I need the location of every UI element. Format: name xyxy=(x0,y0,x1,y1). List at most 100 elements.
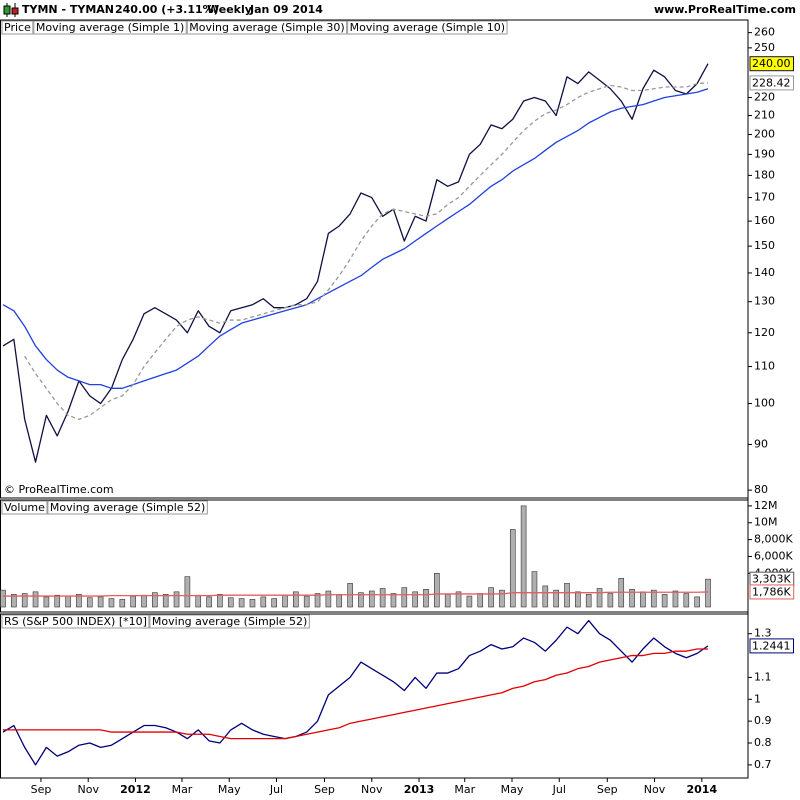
y-tick-label: 120 xyxy=(754,326,775,339)
volume-bar xyxy=(596,588,603,608)
last-value-label: 1,786K xyxy=(752,585,791,598)
last-value-box: 1,786K xyxy=(749,584,795,600)
x-tick-label: May xyxy=(218,783,241,796)
volume-bar xyxy=(65,595,71,608)
y-tick-label: 140 xyxy=(754,266,775,279)
legend-text: Moving average (Simple 1) xyxy=(36,21,184,34)
volume-bar xyxy=(401,587,408,608)
legend-box xyxy=(1,500,48,515)
volume-bar xyxy=(108,598,115,608)
legend-text: Moving average (Simple 10) xyxy=(350,21,505,34)
volume-bar xyxy=(650,589,657,608)
x-tick-label: Mar xyxy=(454,783,475,796)
y-tick-label: 80 xyxy=(754,483,768,496)
y-tick-label: 1.3 xyxy=(754,627,772,640)
volume-bar xyxy=(97,596,104,608)
volume-bar xyxy=(423,589,429,608)
series-line xyxy=(3,648,708,740)
x-tick-label: 2013 xyxy=(404,783,435,796)
icon-candle xyxy=(3,5,11,15)
x-tick-label: Sep xyxy=(597,783,618,796)
copyright: © ProRealTime.com xyxy=(4,483,114,496)
date: Jan 09 2014 xyxy=(249,3,323,16)
volume-bar xyxy=(173,591,180,608)
x-tick-label: Sep xyxy=(31,783,52,796)
last-value-bg xyxy=(749,584,795,600)
y-tick-label: 130 xyxy=(754,295,775,308)
volume-bar xyxy=(54,594,61,608)
volume-bar xyxy=(629,589,635,608)
panel-legend: RS (S&P 500 INDEX) [*10] Moving average (… xyxy=(1,614,310,629)
y-tick-label: 110 xyxy=(754,360,775,373)
panel-frame xyxy=(0,19,749,499)
symbol: TYMN - TYMAN xyxy=(22,3,114,16)
x-tick-label: Nov xyxy=(77,783,99,796)
y-tick-label: 0.7 xyxy=(754,758,772,771)
legend-box xyxy=(186,20,348,35)
volume-bar xyxy=(11,594,17,608)
y-tick-label: 100 xyxy=(754,397,775,410)
y-tick-label: 90 xyxy=(754,437,768,450)
y-tick-label: 180 xyxy=(754,168,775,181)
y-tick-label: 210 xyxy=(754,109,775,122)
y-tick-label: 220 xyxy=(754,90,775,103)
volume-bar xyxy=(531,571,538,608)
series-line xyxy=(3,591,709,597)
y-tick-label: 150 xyxy=(754,239,775,252)
y-tick-label: 12M xyxy=(754,499,778,512)
last-value-box: 1.2441 xyxy=(749,638,794,654)
legend-text: Moving average (Simple 52) xyxy=(152,615,307,628)
x-tick-label: May xyxy=(501,783,524,796)
volume-bar xyxy=(32,591,39,608)
volume-bar xyxy=(249,599,256,608)
volume-bar xyxy=(434,572,440,608)
volume-bar xyxy=(585,594,592,608)
legend-box xyxy=(33,20,187,35)
volume-bar xyxy=(499,589,505,608)
panel-legend: Volume Moving average (Simple 52) xyxy=(1,500,208,515)
x-tick-label: Jul xyxy=(552,783,566,796)
volume-bar xyxy=(488,587,494,608)
volume-bar xyxy=(325,590,332,608)
y-tick-label: 1.1 xyxy=(754,670,772,683)
volume-bar xyxy=(21,593,28,608)
volume-bar xyxy=(705,578,711,608)
x-tick-label: Sep xyxy=(314,783,335,796)
volume-bar xyxy=(43,596,50,608)
series-line xyxy=(2,63,709,463)
volume-bar xyxy=(206,596,212,608)
volume-bar xyxy=(119,599,126,608)
x-tick-label: 2012 xyxy=(120,783,151,796)
volume-bar xyxy=(314,593,321,608)
x-tick-label: Jul xyxy=(269,783,283,796)
y-tick-label: 160 xyxy=(754,214,775,227)
volume-bar xyxy=(271,598,277,608)
legend-box xyxy=(149,614,310,629)
y-tick-label: 0.9 xyxy=(754,714,772,727)
volume-bar xyxy=(607,593,614,608)
volume-bar xyxy=(477,593,484,608)
last-value-box: 228.42 xyxy=(749,75,794,91)
volume-bar xyxy=(640,591,646,608)
volume-bar xyxy=(141,594,147,608)
y-tick-label: 8,000K xyxy=(754,533,793,546)
volume-bar xyxy=(86,597,93,608)
volume-bar xyxy=(672,590,679,608)
volume-bar xyxy=(683,593,690,608)
last-value-label: 240.00 xyxy=(752,57,791,70)
x-tick-label: Mar xyxy=(172,783,193,796)
legend-text: Moving average (Simple 52) xyxy=(50,501,205,514)
volume-bar xyxy=(661,594,668,608)
y-tick-label: 1 xyxy=(754,692,761,705)
icon-candle xyxy=(11,7,19,15)
volume-bar xyxy=(553,589,559,608)
quote: 240.00 (+3.11%) xyxy=(115,3,219,16)
volume-bar xyxy=(466,595,473,608)
volume-bar xyxy=(412,591,418,608)
last-value-bg xyxy=(749,56,794,72)
volume-bar xyxy=(238,598,245,608)
volume-bar xyxy=(694,596,700,608)
volume-bar xyxy=(303,595,310,608)
